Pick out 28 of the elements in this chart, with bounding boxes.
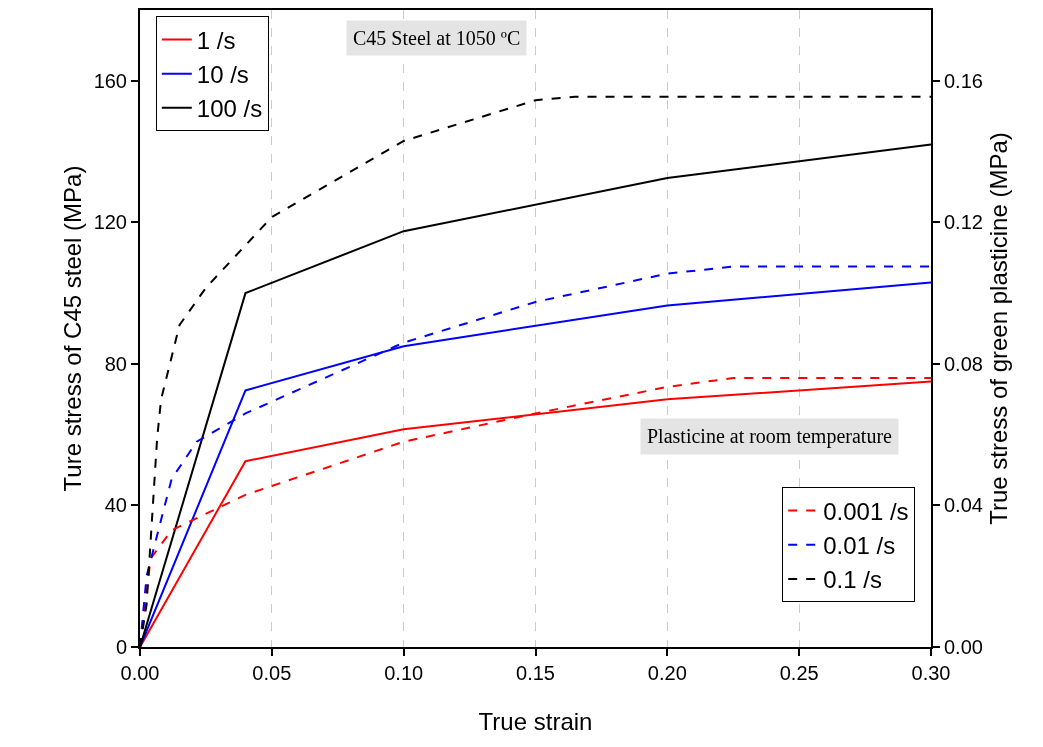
y-tick-label: 80 — [104, 352, 127, 375]
y2-tick-label: 0.08 — [944, 352, 983, 375]
legend-label: 1 /s — [196, 26, 236, 54]
y2-axis-title: True stress of green plasticine (MPa) — [984, 132, 1012, 525]
y-tick-label: 160 — [93, 69, 127, 92]
x-tick-label: 0.20 — [647, 662, 687, 684]
legend-label: 0.1 /s — [823, 566, 882, 594]
annotation: C45 Steel at 1050 ºC — [353, 27, 521, 49]
y2-tick-label: 0.04 — [944, 494, 983, 517]
x-tick-label: 0.00 — [120, 662, 160, 684]
x-axis-title: True strain — [478, 708, 593, 735]
legend-label: 0.001 /s — [823, 497, 909, 525]
x-tick-label: 0.25 — [779, 662, 819, 684]
legend-label: 0.01 /s — [823, 532, 896, 560]
x-tick-label: 0.30 — [911, 662, 951, 684]
x-tick-label: 0.15 — [516, 662, 555, 684]
legend-label: 10 /s — [196, 61, 249, 89]
x-tick-label: 0.10 — [384, 662, 424, 684]
y-axis-title: Ture stress of C45 steel (MPa) — [59, 165, 86, 492]
annotation: Plasticine at room temperature — [647, 425, 893, 448]
y2-tick-label: 0.16 — [944, 69, 983, 92]
x-tick-label: 0.05 — [252, 662, 292, 684]
legend-label: 100 /s — [196, 95, 263, 123]
y-tick-label: 40 — [104, 494, 127, 517]
y2-tick-label: 0.00 — [944, 636, 983, 658]
y-tick-label: 120 — [93, 211, 127, 234]
y2-tick-label: 0.12 — [944, 211, 983, 234]
y-tick-label: 0 — [115, 636, 127, 658]
